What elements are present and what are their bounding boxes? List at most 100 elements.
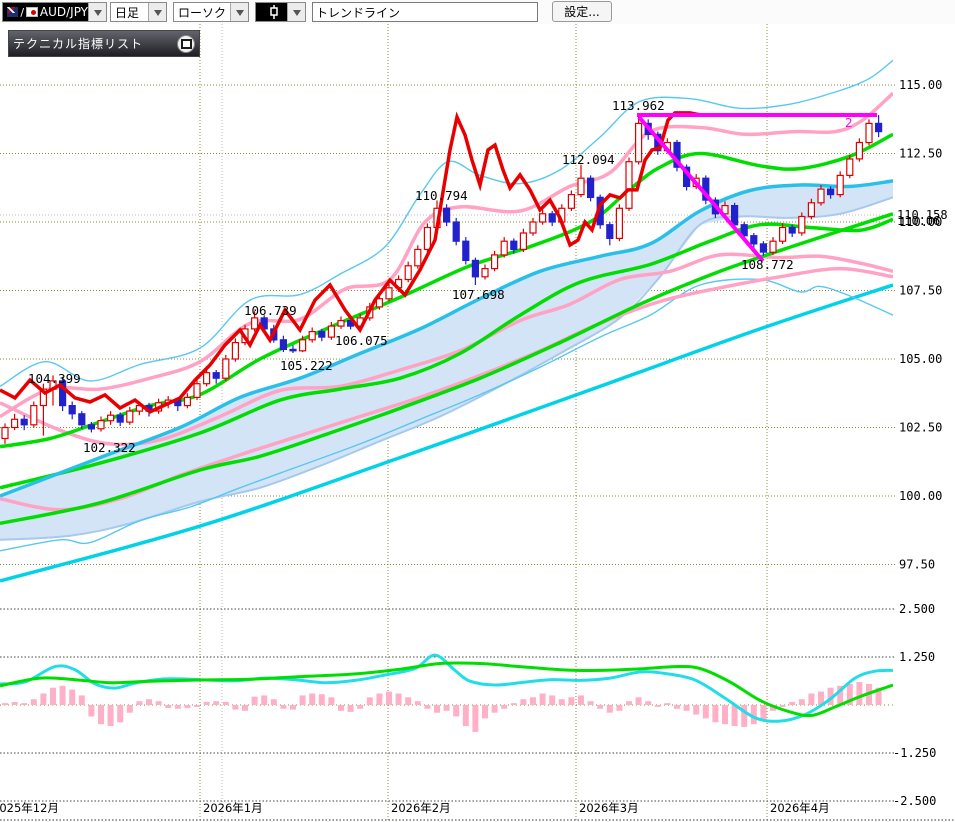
macd-histogram-bar bbox=[702, 705, 709, 719]
macd-histogram-bar bbox=[290, 705, 296, 710]
macd-histogram-bar bbox=[59, 685, 66, 705]
macd-histogram-bar bbox=[117, 705, 124, 723]
drawing-tool-input[interactable] bbox=[312, 2, 538, 22]
macd-histogram-bar bbox=[568, 697, 575, 705]
restore-icon[interactable] bbox=[177, 34, 195, 53]
technical-indicator-panel[interactable]: テクニカル指標リスト bbox=[8, 30, 200, 57]
macd-histogram-bar bbox=[827, 687, 834, 705]
macd-histogram-bar bbox=[203, 701, 210, 705]
macd-histogram-bar bbox=[280, 705, 287, 709]
macd-histogram-bar bbox=[69, 689, 76, 705]
macd-histogram-bar bbox=[146, 699, 152, 705]
macd-histogram-bar bbox=[366, 697, 373, 705]
macd-histogram-bar bbox=[770, 705, 776, 711]
macd-histogram-bar bbox=[856, 682, 863, 705]
macd-histogram-bar bbox=[837, 685, 844, 705]
diagonal-trendline bbox=[637, 115, 765, 263]
macd-histogram-bar bbox=[357, 705, 364, 709]
chevron-down-icon[interactable] bbox=[148, 3, 166, 21]
macd-histogram-bar bbox=[261, 695, 268, 705]
macd-histogram-bar bbox=[482, 705, 488, 719]
macd-histogram-bar bbox=[606, 705, 613, 713]
macd-histogram-bar bbox=[722, 705, 728, 725]
symbol-label: AUD/JPY bbox=[39, 5, 88, 19]
swing-price-label: 106.075 bbox=[335, 333, 388, 348]
macd-histogram-bar bbox=[126, 705, 133, 713]
macd-histogram-bar bbox=[395, 693, 402, 705]
price-axis-label: 110.00 bbox=[899, 215, 942, 229]
macd-histogram-bar bbox=[683, 705, 690, 711]
macd-histogram-bar bbox=[50, 687, 56, 705]
price-marker-label: 110.158 bbox=[897, 208, 948, 222]
chevron-down-icon[interactable] bbox=[230, 3, 248, 21]
indicator-axis-label: 2.500 bbox=[899, 602, 935, 616]
macd-histogram-bar bbox=[424, 705, 431, 709]
macd-histogram-bar bbox=[530, 697, 536, 705]
chevron-down-icon[interactable] bbox=[287, 3, 305, 21]
macd-histogram-bar bbox=[453, 705, 460, 717]
macd-histogram-bar bbox=[213, 701, 220, 705]
date-axis-label: 2026年4月 bbox=[770, 801, 830, 815]
swing-price-label: 107.698 bbox=[452, 287, 505, 302]
macd-histogram-bar bbox=[818, 691, 824, 705]
macd-histogram-bar bbox=[222, 701, 229, 705]
macd-histogram-bar bbox=[587, 701, 594, 705]
macd-histogram-bar bbox=[434, 705, 440, 713]
macd-histogram-bar bbox=[798, 699, 805, 705]
swing-price-label: 106.739 bbox=[244, 303, 297, 318]
settings-button[interactable]: 設定... bbox=[552, 1, 612, 22]
macd-histogram-bar bbox=[731, 705, 738, 727]
macd-histogram-bar bbox=[338, 705, 344, 711]
macd-histogram-bar bbox=[107, 705, 114, 727]
macd-histogram-bar bbox=[184, 705, 191, 709]
macd-histogram-bar bbox=[712, 705, 719, 723]
macd-histogram-bar bbox=[491, 705, 498, 713]
macd-histogram-bar bbox=[578, 695, 584, 705]
macd-pane bbox=[2, 682, 882, 732]
macd-histogram-bar bbox=[405, 697, 412, 705]
chart-type-select[interactable]: ローソク bbox=[173, 2, 249, 22]
macd-histogram-bar bbox=[155, 701, 162, 705]
macd-histogram-bar bbox=[741, 705, 748, 727]
date-axis-label: 2026年3月 bbox=[579, 801, 639, 815]
symbol-select[interactable]: / AUD/JPY bbox=[2, 2, 107, 22]
price-axis-label: 100.00 bbox=[899, 489, 942, 503]
macd-histogram-bar bbox=[414, 701, 421, 705]
macd-histogram-bar bbox=[808, 693, 815, 705]
macd-histogram-bar bbox=[30, 699, 37, 705]
macd-histogram-bar bbox=[760, 705, 767, 721]
chevron-down-icon[interactable] bbox=[88, 3, 106, 21]
candle-style-select[interactable] bbox=[255, 2, 306, 22]
macd-histogram-bar bbox=[318, 694, 325, 705]
macd-histogram-bar bbox=[386, 691, 392, 705]
macd-histogram-bar bbox=[21, 703, 28, 705]
macd-histogram-bar bbox=[2, 703, 8, 705]
macd-histogram-bar bbox=[194, 705, 200, 707]
macd-histogram-bar bbox=[136, 701, 143, 705]
date-axis-label: 2026年1月 bbox=[203, 801, 263, 815]
trendline-tag: 2 bbox=[845, 116, 853, 130]
macd-histogram-bar bbox=[875, 687, 882, 705]
timeframe-select[interactable]: 日足 bbox=[110, 2, 167, 22]
macd-histogram-bar bbox=[251, 696, 258, 705]
swing-price-label: 104.399 bbox=[28, 371, 81, 386]
macd-histogram-bar bbox=[520, 699, 527, 705]
macd-histogram-bar bbox=[664, 703, 671, 705]
macd-histogram-bar bbox=[88, 705, 95, 717]
macd-histogram-bar bbox=[789, 701, 796, 705]
swing-price-label: 110.794 bbox=[415, 188, 468, 203]
macd-histogram-bar bbox=[779, 705, 786, 707]
japan-flag-icon bbox=[26, 7, 38, 17]
price-axis-label: 107.50 bbox=[899, 284, 942, 298]
macd-histogram-bar bbox=[232, 705, 239, 710]
macd-histogram-bar bbox=[626, 701, 632, 705]
price-axis-label: 102.50 bbox=[899, 421, 942, 435]
indicator-axis-label: 1.250 bbox=[899, 650, 935, 664]
macd-histogram-bar bbox=[78, 695, 85, 705]
macd-histogram-bar bbox=[376, 693, 383, 705]
price-axis-label: 112.50 bbox=[899, 147, 942, 161]
macd-histogram-bar bbox=[299, 695, 306, 705]
macd-histogram-bar bbox=[635, 697, 642, 705]
price-axis-label: 97.50 bbox=[899, 558, 935, 572]
